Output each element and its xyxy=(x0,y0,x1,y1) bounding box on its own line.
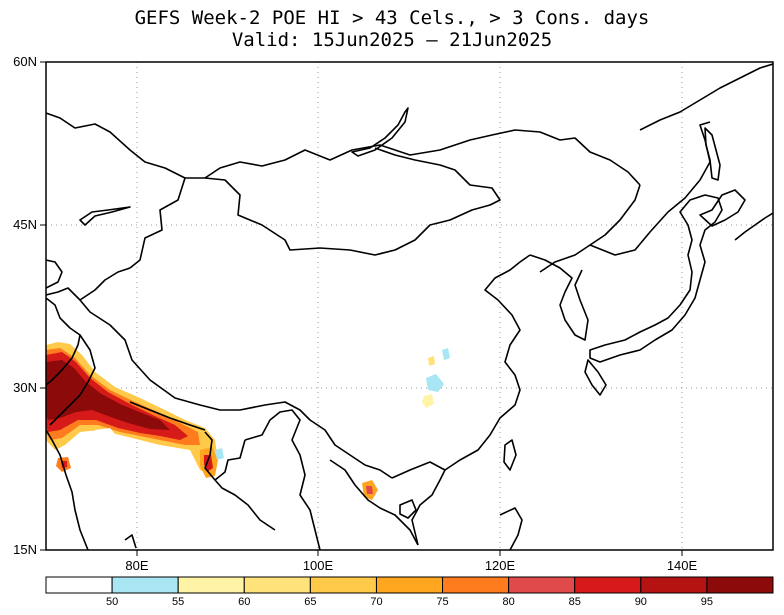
colorbar-label: 95 xyxy=(701,596,713,608)
colorbar-swatch xyxy=(375,576,444,594)
border-china-west xyxy=(79,267,393,479)
colorbar-swatch xyxy=(111,576,179,594)
coast-sri-lanka xyxy=(124,534,137,549)
colorbar-label: 85 xyxy=(569,596,581,608)
colorbar-label: 90 xyxy=(635,596,647,608)
colorbar-label: 80 xyxy=(503,596,515,608)
map-title-line1: GEFS Week-2 POE HI > 43 Cels., > 3 Cons.… xyxy=(134,7,650,29)
shade-gap xyxy=(95,428,118,442)
border-afpak xyxy=(46,297,81,386)
lon-tick-120e: 120E xyxy=(485,558,516,573)
border-korea-china xyxy=(539,184,641,273)
shade-darkred-india xyxy=(46,360,170,430)
coast-luzon xyxy=(499,507,523,550)
shade-laos-core xyxy=(366,486,373,494)
coast-vietnam xyxy=(391,461,446,546)
lon-tick-80e: 80E xyxy=(125,558,148,573)
coast-bohai xyxy=(529,254,589,341)
shade-china-blue-1 xyxy=(426,374,444,392)
lat-tick-60n: 60N xyxy=(13,54,37,69)
coast-hainan xyxy=(399,499,417,519)
coast-bay-bengal xyxy=(214,479,276,531)
map-title-line2: Valid: 15Jun2025 – 21Jun2025 xyxy=(231,29,553,51)
border-central-asia xyxy=(46,287,81,301)
border-laos xyxy=(329,459,419,546)
coast-taiwan xyxy=(503,439,517,471)
shade-china-yellow-2 xyxy=(428,356,435,366)
coast-kurils xyxy=(734,212,773,241)
coast-kyushu xyxy=(584,359,607,396)
lake-baikal xyxy=(351,107,409,157)
colorbar-label: 65 xyxy=(304,596,316,608)
boundaries xyxy=(46,63,773,550)
colorbar-swatch xyxy=(243,576,311,594)
colorbar-label: 50 xyxy=(106,596,118,608)
colorbar: 50 55 60 65 70 75 80 85 90 95 xyxy=(45,576,774,608)
shade-china-blue-2 xyxy=(442,348,450,360)
coast-china-east xyxy=(444,254,531,471)
border-russia-kazakhstan xyxy=(46,112,641,186)
lat-tick-45n: 45N xyxy=(13,217,37,232)
coast-russia-fareast xyxy=(589,121,711,256)
border-mongolia xyxy=(204,147,501,256)
colorbar-label: 55 xyxy=(172,596,184,608)
colorbar-label: 60 xyxy=(238,596,250,608)
lat-tick-30n: 30N xyxy=(13,380,37,395)
lat-tick-15n: 15N xyxy=(13,542,37,557)
coast-hokkaido xyxy=(699,189,746,227)
coast-india xyxy=(46,429,89,550)
lake-balkhash xyxy=(79,206,131,226)
shade-china-yellow-1 xyxy=(422,394,434,408)
coast-sakhalin xyxy=(704,127,721,181)
lon-axis xyxy=(136,550,683,556)
colorbar-swatch xyxy=(508,576,576,594)
colorbar-label: 75 xyxy=(436,596,448,608)
colorbar-swatch xyxy=(640,576,708,594)
colorbar-swatch xyxy=(574,576,642,594)
lon-tick-100e: 100E xyxy=(303,558,334,573)
map-frame xyxy=(45,61,774,551)
border-myanmar xyxy=(244,409,321,550)
lon-tick-140e: 140E xyxy=(667,558,698,573)
shade-bengal-core xyxy=(204,455,213,472)
lat-axis xyxy=(40,61,46,551)
coast-japan xyxy=(589,194,723,363)
graticule xyxy=(46,62,773,550)
colorbar-label: 70 xyxy=(370,596,382,608)
map-background xyxy=(46,62,773,550)
coast-west-edge xyxy=(46,259,63,289)
colorbar-swatch xyxy=(442,576,510,594)
shade-india-blue xyxy=(215,448,224,460)
colorbar-swatch xyxy=(177,576,245,594)
border-india-pak xyxy=(49,334,96,426)
coast-okhotsk xyxy=(639,63,773,131)
colorbar-swatch xyxy=(309,576,377,594)
border-kaz-china xyxy=(129,177,186,269)
colorbar-swatch xyxy=(706,576,774,594)
border-nepal xyxy=(129,401,206,431)
colorbar-swatch xyxy=(45,576,113,594)
probability-shading xyxy=(46,342,450,500)
